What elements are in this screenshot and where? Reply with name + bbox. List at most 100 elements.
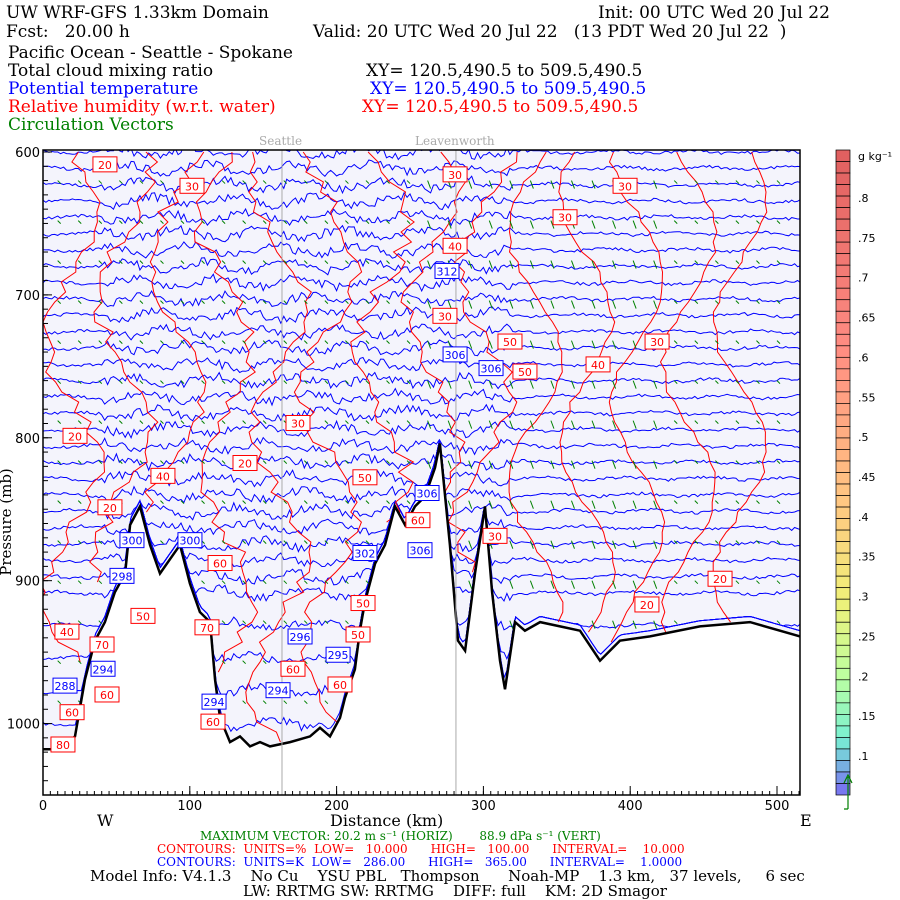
circulation-vector [221,340,226,344]
colorbar-cell [835,368,851,381]
field-cloud-xy: XY= 120.5,490.5 to 509.5,490.5 [366,61,643,81]
circulation-vector [242,700,247,705]
circulation-vector [735,260,740,264]
circulation-vector [694,500,699,505]
circulation-vector [242,580,247,585]
circulation-vector [776,540,781,545]
circulation-vector [406,300,411,304]
circulation-vector [386,340,390,344]
circulation-vector [632,260,637,269]
circulation-vector [57,220,62,224]
y-tick-label: 700 [15,289,40,304]
route: Pacific Ocean - Seattle - Spokane [8,43,293,63]
circulation-vector [632,420,637,429]
theta-contour-316 [43,224,800,243]
circulation-vector [57,540,62,545]
rh-contour [558,151,616,633]
rh-label-box [62,427,88,444]
circulation-vector [714,380,719,384]
circulation-vector [612,300,617,309]
theta-contour-311 [43,305,800,325]
circulation-vector [714,420,719,424]
theta-label-box [177,532,203,549]
circulation-vector [509,620,514,629]
circulation-vector [673,580,678,585]
colorbar-cell [835,403,851,416]
rh-label: 20 [98,159,112,172]
circulation-vector [221,180,226,184]
theta-contour-304 [43,419,800,440]
circulation-vector [488,300,493,309]
circulation-vector [221,540,226,545]
circulation-vector [262,620,267,625]
rh-label-box [194,619,220,636]
colorbar-cell [835,598,851,612]
circulation-vector [201,220,205,224]
circulation-vector [694,540,699,545]
circulation-vector [591,380,596,389]
circulation-vector [468,420,473,429]
circulation-vector [303,460,308,464]
circulation-vector [632,380,637,389]
circulation-vector [57,180,62,184]
circulation-vector [406,460,411,464]
x-tick-label: 500 [765,799,790,814]
circulation-vector [98,220,103,224]
circulation-vector [324,340,329,344]
colorbar-cell [835,287,851,301]
circulation-vector [591,180,596,189]
circulation-vector [77,460,82,464]
rh-label-box [285,414,311,431]
circulation-vector [427,380,432,389]
colorbar-cell [835,575,851,589]
rh-label: 30 [448,169,462,182]
circulation-vector [77,660,82,665]
circulation-vector [550,300,555,309]
circulation-vector [591,340,596,349]
rh-label-box [345,626,371,643]
circulation-vector [406,420,411,424]
colorbar-label: .55 [858,391,876,404]
theta-label: 300 [179,535,200,548]
theta-label: 298 [111,570,132,583]
circulation-vector [632,220,637,229]
circulation-vector [714,500,719,505]
rh-label-box [405,512,431,529]
circulation-vector [735,380,740,384]
circulation-vector [509,540,514,549]
circulation-vector [468,260,473,269]
rh-contour [712,151,768,623]
rh-contour [508,151,564,623]
circulation-vector [735,420,740,424]
circulation-vector [468,500,473,509]
circulation-vector [118,260,123,264]
circulation-vector [201,460,205,464]
colorbar-cell [835,529,851,542]
circulation-vector [180,340,185,344]
circulation-vector [345,260,349,264]
theta-label: 306 [445,349,466,362]
circulation-vector [221,500,226,505]
theta-label-box [287,628,313,645]
circulation-vector [180,460,185,464]
rh-label: 80 [56,739,70,752]
rh-label-box [280,660,306,677]
x-tick-label: 100 [177,799,202,814]
circulation-vector [345,620,349,625]
field-vectors: Circulation Vectors [8,115,174,135]
circulation-vector [694,460,699,464]
rh-label-box [585,356,611,373]
circulation-vector [406,180,411,184]
circulation-vector [673,460,678,464]
circulation-vector [447,460,452,469]
circulation-vector [365,380,370,384]
theta-label: 306 [481,363,502,376]
colorbar-cell [835,725,851,738]
field-theta-xy: XY= 120.5,490.5 to 509.5,490.5 [370,79,647,99]
circulation-vector [673,220,678,224]
circulation-vector [57,500,62,505]
circulation-vector [303,220,308,224]
circulation-vector [201,380,205,384]
circulation-vector [303,580,308,585]
rh-label: 30 [558,212,572,225]
